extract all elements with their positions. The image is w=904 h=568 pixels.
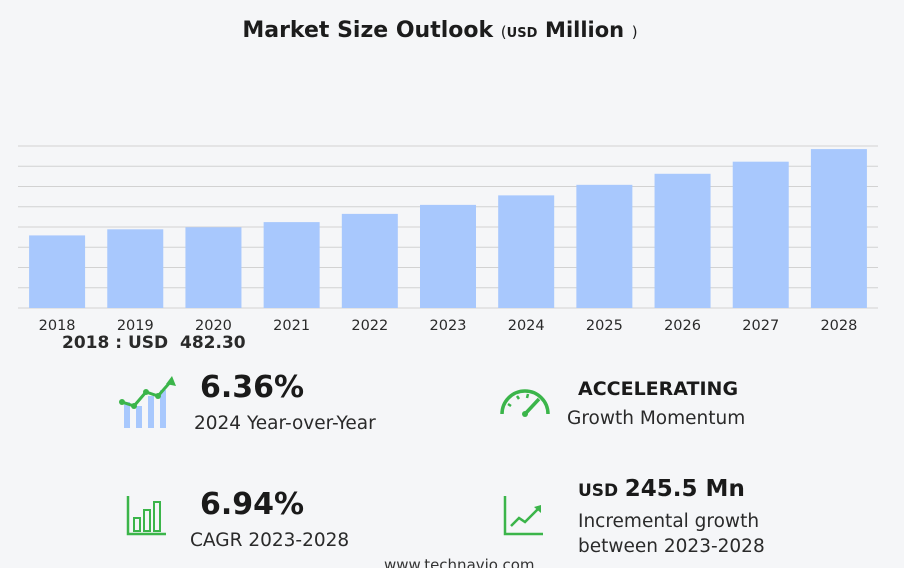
bar-2025	[576, 184, 633, 308]
title-paren-close: )	[631, 23, 638, 41]
bar-2026	[654, 173, 711, 308]
momentum-value: ACCELERATING	[578, 378, 739, 400]
bar-2018	[29, 235, 86, 308]
yoy-value: 6.36%	[200, 370, 305, 405]
bar-2022	[341, 213, 398, 308]
bar-2019	[107, 229, 164, 308]
x-tick-label: 2024	[508, 318, 545, 334]
incremental-label-2: between 2023-2028	[578, 536, 765, 557]
x-tick-label: 2027	[742, 318, 779, 334]
x-tick-label: 2018	[39, 318, 76, 334]
bar-2021	[263, 222, 320, 308]
bar-2023	[420, 204, 476, 308]
bar-chart-icon	[126, 496, 166, 536]
chart-title: Market Size Outlook (USD Million )	[0, 18, 880, 43]
incremental-label-1: Incremental growth	[578, 511, 760, 532]
title-paren-open: (	[500, 23, 507, 41]
title-unit-main: Million	[545, 18, 625, 42]
bar-chart: 2018 2019 2020 2021 2022 2023 2024 2025 2026 2027…	[18, 145, 878, 334]
x-tick-label: 2022	[351, 318, 388, 334]
x-tick-label: 2020	[195, 318, 232, 334]
title-text: Market Size Outlook	[242, 18, 494, 43]
x-tick-label: 2021	[273, 318, 310, 334]
growth-chart-icon	[119, 376, 176, 428]
momentum-label: Growth Momentum	[567, 408, 746, 429]
x-tick-label: 2025	[586, 318, 623, 334]
cagr-label: CAGR 2023-2028	[190, 530, 350, 551]
x-tick-label: 2019	[117, 318, 154, 334]
speedometer-icon	[500, 389, 550, 417]
x-tick-label: 2026	[664, 318, 701, 334]
bar-2027	[732, 161, 789, 308]
x-tick-label: 2028	[820, 318, 857, 334]
base-year-value: 2018 : USD 482.30	[62, 333, 246, 353]
trend-line-icon	[503, 496, 543, 536]
bar-2028	[810, 149, 867, 308]
incremental-value: USD 245.5 Mn	[578, 476, 745, 502]
yoy-label: 2024 Year-over-Year	[194, 413, 376, 434]
bar-2020	[185, 227, 242, 308]
cagr-value: 6.94%	[200, 487, 305, 522]
footer-source[interactable]: www.technavio.com	[384, 556, 535, 568]
title-unit-small: USD	[506, 26, 538, 41]
x-tick-label: 2023	[430, 318, 467, 334]
bar-2024	[498, 195, 555, 308]
